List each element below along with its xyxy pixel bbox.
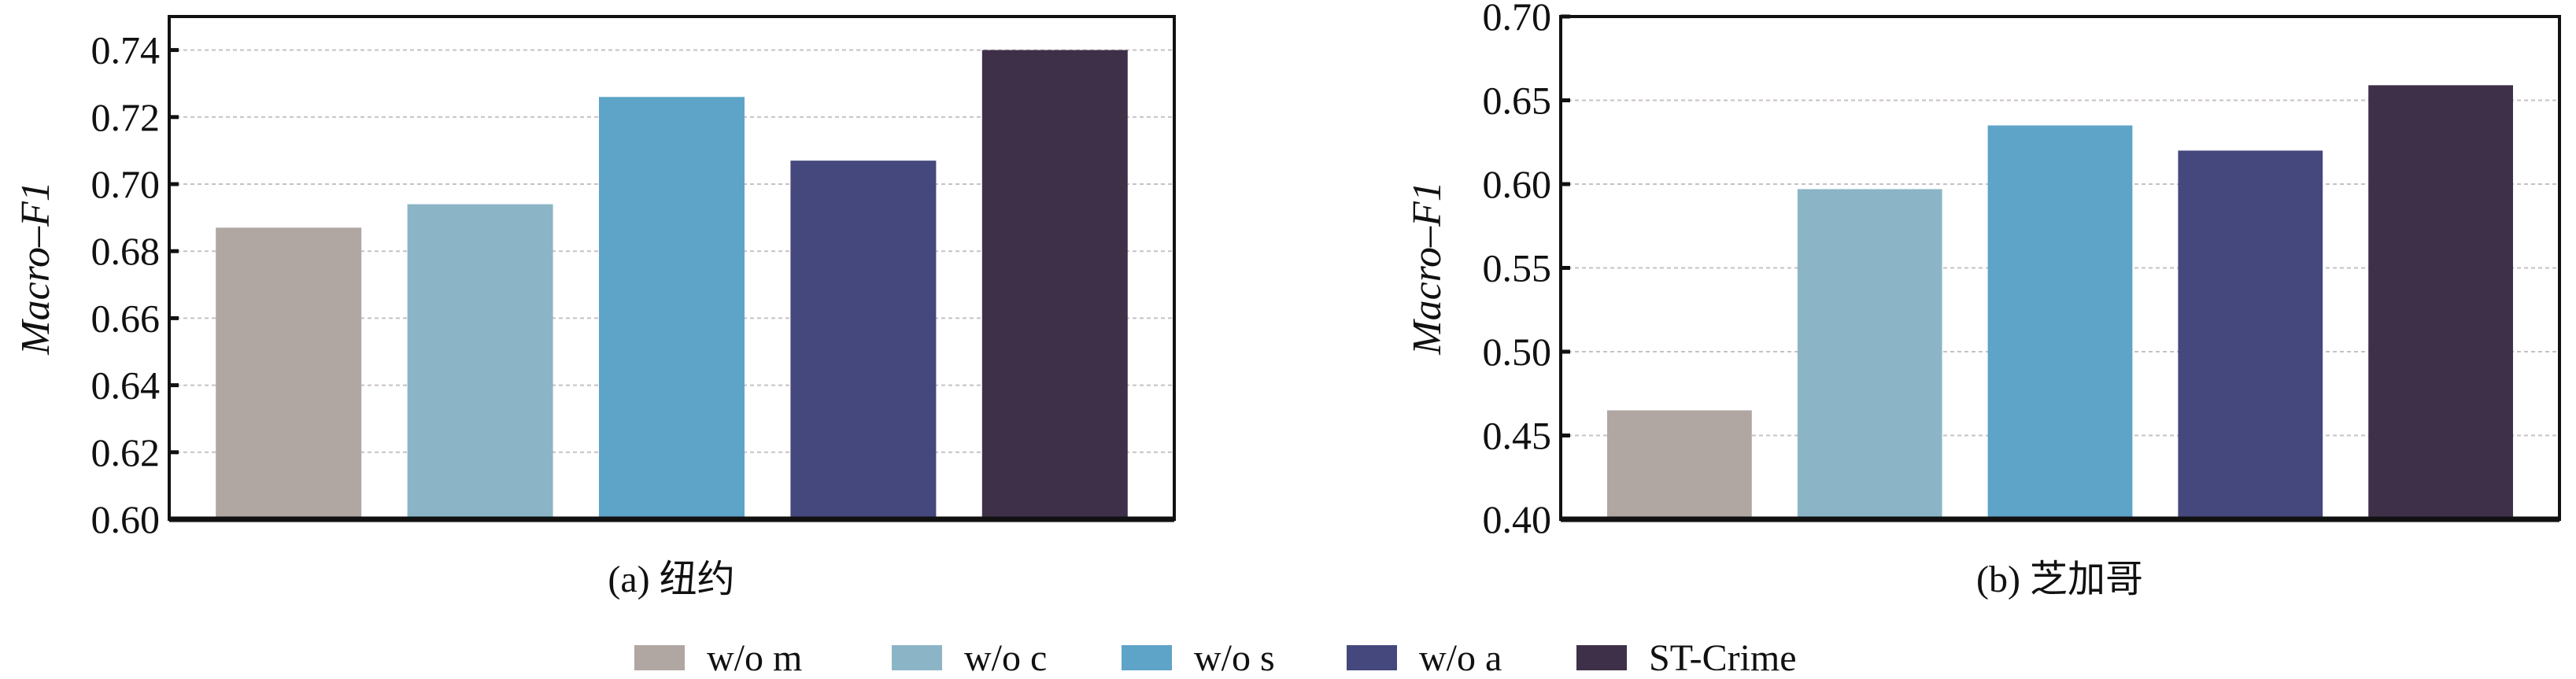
legend-label: w/o c bbox=[964, 637, 1047, 679]
y-axis-label: Macro–F1 bbox=[1405, 181, 1450, 355]
bar-w-o-c bbox=[1797, 189, 1942, 519]
y-tick-label: 0.65 bbox=[1483, 79, 1552, 123]
y-tick-label: 0.70 bbox=[1483, 0, 1552, 39]
caption-new-york: (a) 纽约 bbox=[608, 559, 734, 600]
y-tick-label: 0.66 bbox=[91, 296, 161, 340]
y-tick-label: 0.60 bbox=[1483, 162, 1552, 206]
legend-swatch bbox=[1576, 645, 1627, 670]
caption-chicago: (b) 芝加哥 bbox=[1976, 559, 2143, 600]
bar-w-o-s bbox=[599, 97, 745, 520]
legend-label: ST-Crime bbox=[1649, 637, 1797, 679]
y-tick-label: 0.72 bbox=[91, 95, 161, 139]
y-tick-label: 0.50 bbox=[1483, 330, 1552, 374]
legend-swatch bbox=[634, 645, 685, 670]
bar-w-o-m bbox=[1607, 410, 1752, 519]
y-tick-label: 0.62 bbox=[91, 430, 161, 474]
bar-w-o-a bbox=[790, 161, 937, 519]
bar-w-o-a bbox=[2178, 150, 2323, 519]
bar-w-o-s bbox=[1987, 125, 2133, 519]
legend-swatch bbox=[892, 645, 942, 670]
y-axis-label: Macro–F1 bbox=[13, 181, 58, 355]
chart-panel-new-york: 0.60 0.62 0.64 0.66 0.68 0.70 0.72 0.74 Macro–F1 bbox=[13, 15, 1176, 541]
legend-label: w/o a bbox=[1419, 637, 1502, 679]
bar-st-crime bbox=[981, 50, 1128, 520]
bar-st-crime bbox=[2368, 85, 2513, 519]
legend-label: w/o m bbox=[707, 637, 802, 679]
bar-w-o-c bbox=[407, 204, 553, 519]
legend-swatch bbox=[1347, 645, 1397, 670]
y-tick-label: 0.68 bbox=[91, 229, 161, 273]
y-tick-label: 0.74 bbox=[91, 28, 161, 72]
y-tick-label: 0.40 bbox=[1483, 497, 1552, 541]
y-tick-label: 0.55 bbox=[1483, 246, 1552, 290]
y-tick-label: 0.45 bbox=[1483, 414, 1552, 458]
legend: w/o m w/o c w/o s w/o a ST-Crime bbox=[634, 637, 1797, 679]
chart-panel-chicago: 0.40 0.45 0.50 0.55 0.60 0.65 0.70 Macro–F1 bbox=[1405, 0, 2561, 541]
legend-swatch bbox=[1122, 645, 1172, 670]
bar-w-o-m bbox=[216, 227, 362, 519]
y-tick-label: 0.70 bbox=[91, 162, 161, 206]
y-tick-label: 0.60 bbox=[91, 497, 161, 541]
y-tick-label: 0.64 bbox=[91, 363, 161, 408]
legend-label: w/o s bbox=[1194, 637, 1275, 679]
